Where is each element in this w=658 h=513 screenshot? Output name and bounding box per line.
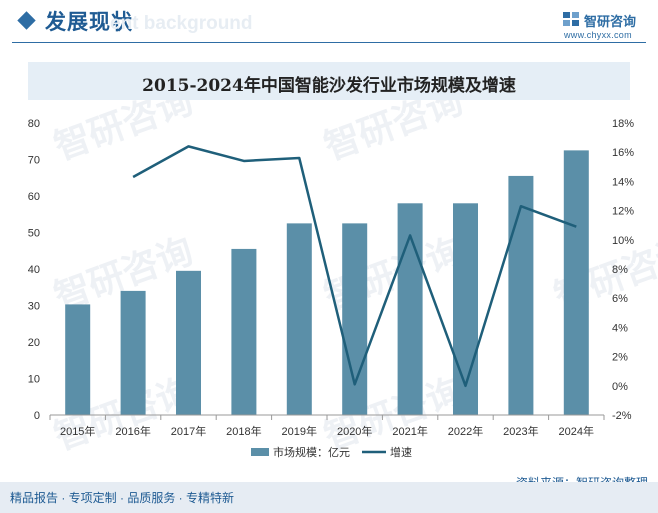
x-tick-label: 2017年	[171, 424, 206, 438]
watermark-text: 智研咨询	[319, 231, 468, 319]
y-right-tick-label: 4%	[612, 322, 628, 334]
line-series	[132, 145, 577, 388]
x-tick-label: 2018年	[226, 424, 261, 438]
y-right-tick-label: 16%	[612, 147, 634, 159]
y-right-tick-label: -2%	[612, 410, 632, 422]
bar-2024年	[563, 150, 589, 415]
y-left-tick-label: 30	[28, 301, 40, 313]
growth-rate-line	[132, 145, 577, 388]
page-header: 发展现状 ent background 智研咨询 www.chyxx.com	[0, 0, 658, 44]
y-left-tick-label: 80	[28, 118, 40, 130]
chart-title: 2015-2024年中国智能沙发行业市场规模及增速	[142, 76, 516, 96]
y-right-tick-label: 12%	[612, 206, 634, 218]
bar-2019年	[286, 223, 312, 415]
x-tick-label: 2021年	[392, 424, 427, 438]
y-right-tick-label: 10%	[612, 235, 634, 247]
y-right-tick-label: 14%	[612, 176, 634, 188]
y-left-tick-label: 40	[28, 264, 40, 276]
x-tick-label: 2024年	[559, 424, 594, 438]
y-right-tick-label: 0%	[612, 381, 628, 393]
axes: 2015年 2016年 2017年 2018年 2019年 2020年 2021年 2022年…	[28, 118, 634, 438]
bar-2017年	[176, 270, 201, 415]
header-ghost-text: ent background	[110, 13, 253, 34]
chart-area: 智研咨询智研咨询智研咨询智研咨询智研咨询智研咨询智研咨询 2015年2016年2…	[28, 100, 658, 459]
y-right-tick-label: 2%	[612, 352, 628, 364]
legend-label-bar: 市场规模：亿元	[273, 445, 350, 459]
y-left-tick-label: 20	[28, 337, 40, 349]
y-left-tick-label: 70	[28, 155, 40, 167]
footer-band: 精品报告 · 专项定制 · 品质服务 · 专精特新	[0, 482, 658, 513]
legend-swatch-bar	[251, 448, 269, 456]
y-left-tick-label: 60	[28, 191, 40, 203]
diamond-icon	[17, 11, 36, 30]
bar-2015年	[65, 304, 91, 415]
y-right-tick-label: 6%	[612, 293, 628, 305]
x-tick-label: 2015年	[60, 424, 95, 438]
x-tick-label: 2022年	[448, 424, 483, 438]
footer-slogan: 精品报告 · 专项定制 · 品质服务 · 专精特新	[10, 491, 234, 505]
watermark-text: 智研咨询	[49, 100, 198, 168]
section-title: 发展现状	[45, 11, 133, 34]
bar-2018年	[231, 248, 257, 415]
brand-name: 智研咨询	[584, 14, 637, 29]
y-left-tick-label: 10	[28, 374, 40, 386]
x-tick-label: 2020年	[337, 424, 372, 438]
bar-2023年	[508, 175, 534, 415]
brand-logo-icon	[563, 12, 579, 26]
x-tick-label: 2016年	[115, 424, 150, 438]
y-right-tick-label: 18%	[612, 118, 634, 130]
x-tick-label: 2023年	[503, 424, 538, 438]
legend-label-line: 增速	[390, 445, 412, 459]
header-divider	[12, 42, 646, 43]
brand-logo-block: 智研咨询 www.chyxx.com	[562, 8, 654, 42]
watermark-text: 智研咨询	[319, 100, 468, 168]
bar-2020年	[342, 223, 368, 415]
chart-title-band: 2015-2024年中国智能沙发行业市场规模及增速	[28, 62, 630, 100]
bar-2022年	[453, 203, 478, 415]
brand-url: www.chyxx.com	[564, 30, 632, 40]
y-left-tick-label: 0	[34, 410, 40, 422]
legend: 市场规模：亿元 增速	[251, 445, 412, 459]
y-right-tick-label: 8%	[612, 264, 628, 276]
x-tick-label: 2019年	[282, 424, 317, 438]
bar-series	[65, 150, 589, 415]
y-left-tick-label: 50	[28, 228, 40, 240]
bar-2016年	[120, 290, 146, 415]
